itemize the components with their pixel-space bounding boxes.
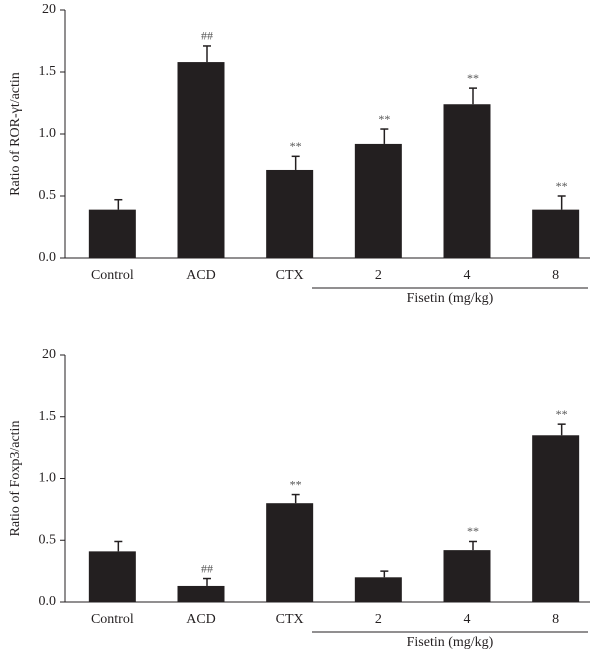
bar xyxy=(266,503,314,602)
annotation: ** xyxy=(290,477,302,491)
bar xyxy=(88,551,136,602)
group-label: Fisetin (mg/kg) xyxy=(407,635,494,650)
x-tick-label: CTX xyxy=(276,612,304,627)
annotation: ** xyxy=(467,524,479,538)
y-tick-label: 0.0 xyxy=(39,594,57,609)
y-tick-label: 0.5 xyxy=(39,532,57,547)
annotation: ** xyxy=(467,71,479,85)
y-axis-label: Ratio of Foxp3/actin xyxy=(8,421,23,537)
bar xyxy=(177,62,225,258)
y-axis-label: Ratio of ROR-γt/actin xyxy=(8,72,23,196)
x-tick-label: 4 xyxy=(464,268,471,283)
bar xyxy=(88,209,136,258)
x-tick-label: 4 xyxy=(464,612,471,627)
y-tick-label: 1.0 xyxy=(39,471,57,486)
y-tick-label: 0.5 xyxy=(39,188,57,203)
x-tick-label: 2 xyxy=(375,268,382,283)
bar xyxy=(177,585,225,602)
annotation: ** xyxy=(378,112,390,126)
annotation: ** xyxy=(556,407,568,421)
x-tick-label: CTX xyxy=(276,268,304,283)
x-tick-label: 8 xyxy=(552,612,559,627)
x-tick-label: ACD xyxy=(186,268,216,283)
x-tick-label: 2 xyxy=(375,612,382,627)
annotation: ** xyxy=(290,139,302,153)
bar xyxy=(532,435,580,602)
bar xyxy=(443,104,491,259)
x-tick-label: Control xyxy=(91,268,134,283)
bar xyxy=(354,143,402,258)
x-tick-label: Control xyxy=(91,612,134,627)
y-tick-label: 20 xyxy=(42,347,56,362)
y-tick-label: 0.0 xyxy=(39,250,57,265)
x-tick-label: ACD xyxy=(186,612,216,627)
y-tick-label: 1.5 xyxy=(39,409,57,424)
bar xyxy=(266,169,314,258)
annotation: ** xyxy=(556,179,568,193)
x-tick-label: 8 xyxy=(552,268,559,283)
annotation: ## xyxy=(201,561,213,575)
y-tick-label: 1.5 xyxy=(39,64,57,79)
y-tick-label: 20 xyxy=(42,2,56,17)
bar xyxy=(443,550,491,602)
y-tick-label: 1.0 xyxy=(39,126,57,141)
group-label: Fisetin (mg/kg) xyxy=(407,291,494,306)
bar xyxy=(354,577,402,602)
bar xyxy=(532,209,580,258)
annotation: ## xyxy=(201,29,213,43)
